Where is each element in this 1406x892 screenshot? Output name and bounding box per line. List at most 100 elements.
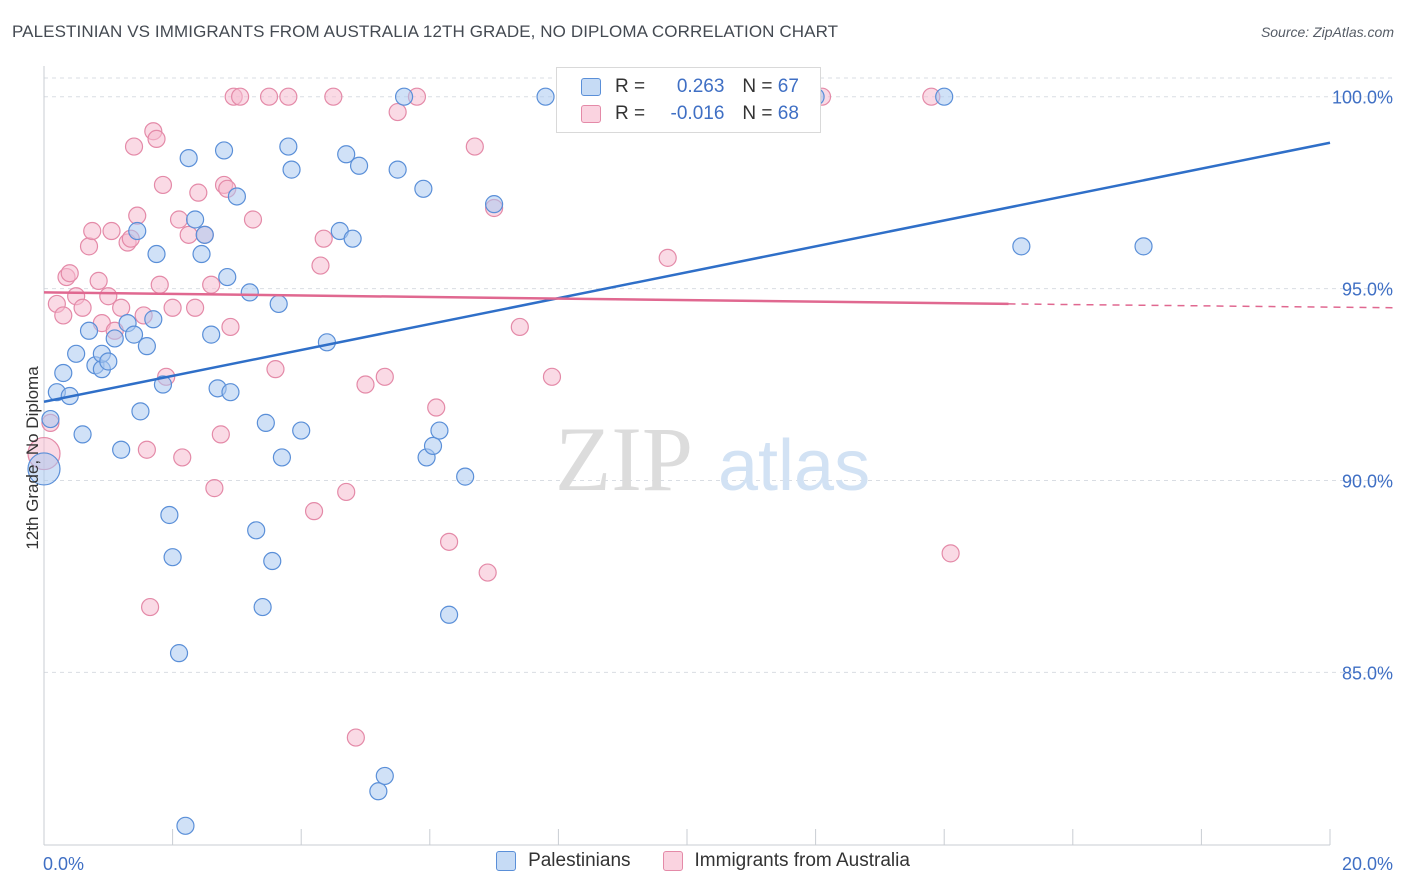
point-palestinians — [343, 229, 362, 248]
point-palestinians — [337, 145, 356, 164]
point-palestinians — [439, 605, 459, 624]
legend-item-palestinians: Palestinians — [496, 850, 631, 872]
point-immigrants-australia — [153, 175, 173, 195]
point-immigrants-australia — [243, 210, 263, 229]
watermark-atlas: atlas — [718, 426, 870, 506]
point-palestinians — [202, 325, 221, 344]
point-palestinians — [195, 225, 214, 244]
source-credit: Source: ZipAtlas.com — [1260, 24, 1394, 40]
point-immigrants-australia — [102, 221, 121, 241]
point-palestinians — [253, 597, 272, 617]
trend-lines — [43, 141, 1394, 404]
legend-r-label: R = — [615, 76, 646, 97]
point-immigrants-australia — [112, 298, 131, 317]
point-immigrants-australia — [658, 248, 677, 267]
point-palestinians — [317, 333, 337, 352]
point-palestinians — [214, 141, 234, 160]
point-palestinians — [124, 325, 144, 344]
legend-n-label: N = — [742, 103, 773, 124]
point-palestinians — [485, 195, 504, 214]
point-immigrants-australia — [54, 306, 73, 325]
point-immigrants-australia — [179, 225, 198, 244]
point-immigrants-australia — [137, 440, 156, 459]
stats-legend: R = 0.263 N = 67 R = -0.016 N = 68 — [556, 67, 821, 133]
point-immigrants-australia — [163, 298, 182, 317]
series-legend: Palestinians Immigrants from Australia — [0, 850, 1406, 872]
point-palestinians — [282, 160, 301, 179]
x-tick-label-min: 0.0% — [43, 854, 84, 874]
point-palestinians — [292, 421, 311, 440]
legend-r-value: 0.263 — [676, 76, 725, 97]
point-palestinians — [79, 321, 99, 340]
point-palestinians — [54, 363, 73, 383]
legend-row-immigrants-australia: R = -0.016 N = 68 — [581, 100, 799, 128]
legend-n-label: N = — [742, 76, 773, 97]
point-palestinians — [67, 344, 86, 363]
point-immigrants-australia — [465, 137, 484, 156]
point-palestinians — [227, 187, 246, 206]
point-immigrants-australia — [79, 237, 99, 256]
point-palestinians — [160, 505, 179, 525]
point-immigrants-australia — [173, 448, 192, 467]
point-palestinians — [369, 782, 388, 801]
trend-line-palestinians — [43, 141, 1331, 404]
point-immigrants-australia — [311, 256, 330, 275]
point-immigrants-australia — [259, 87, 279, 106]
chart-title: PALESTINIAN VS IMMIGRANTS FROM AUSTRALIA… — [12, 22, 839, 41]
point-palestinians — [163, 548, 182, 567]
legend-label-palestinians: Palestinians — [528, 850, 631, 871]
point-immigrants-australia — [60, 264, 79, 283]
point-immigrants-australia — [202, 275, 221, 294]
y-tick-label: 95.0% — [1342, 280, 1393, 300]
point-immigrants-australia — [128, 206, 147, 225]
point-palestinians — [176, 816, 195, 835]
point-immigrants-australia — [231, 87, 250, 106]
trend-line-immigrants-australia-projection — [1008, 303, 1394, 309]
point-palestinians — [279, 137, 298, 156]
point-palestinians — [218, 267, 237, 287]
point-immigrants-australia — [510, 317, 529, 337]
point-palestinians — [169, 644, 189, 663]
point-palestinians — [375, 766, 394, 786]
point-immigrants-australia — [189, 183, 208, 202]
y-tick-label: 90.0% — [1342, 471, 1393, 491]
point-palestinians — [240, 283, 259, 302]
point-palestinians — [144, 310, 163, 329]
legend-n-value: 68 — [777, 103, 799, 124]
point-palestinians — [128, 221, 147, 241]
point-palestinians — [414, 179, 433, 198]
point-immigrants-australia — [324, 87, 343, 106]
point-immigrants-australia — [211, 425, 230, 444]
watermark-zip: ZIP — [555, 408, 693, 510]
point-palestinians — [99, 352, 118, 371]
point-immigrants-australia — [439, 532, 459, 551]
point-palestinians — [349, 156, 369, 175]
legend-n-value: 67 — [777, 76, 799, 97]
point-immigrants-australia — [140, 597, 160, 617]
point-immigrants-australia — [941, 544, 960, 563]
point-immigrants-australia — [314, 229, 333, 248]
legend-swatch-blue — [581, 78, 601, 96]
legend-r-value: -0.016 — [670, 103, 725, 124]
legend-swatch-pink — [662, 851, 683, 871]
point-palestinians — [153, 375, 173, 394]
point-palestinians — [73, 425, 92, 444]
point-immigrants-australia — [304, 502, 324, 521]
point-immigrants-australia — [83, 221, 102, 241]
legend-item-immigrants-australia: Immigrants from Australia — [662, 850, 910, 872]
point-palestinians — [27, 452, 61, 486]
point-palestinians — [394, 87, 414, 106]
point-palestinians — [112, 440, 131, 459]
point-immigrants-australia — [205, 479, 224, 498]
point-immigrants-australia — [169, 210, 189, 229]
point-palestinians — [105, 329, 124, 348]
point-immigrants-australia — [150, 275, 169, 294]
point-immigrants-australia — [186, 298, 205, 317]
trend-line-immigrants-australia — [43, 291, 1009, 306]
point-palestinians — [1134, 237, 1153, 256]
x-tick-label-max: 20.0% — [1342, 854, 1393, 874]
point-palestinians — [423, 436, 443, 456]
point-palestinians — [192, 244, 211, 264]
point-palestinians — [147, 244, 166, 264]
